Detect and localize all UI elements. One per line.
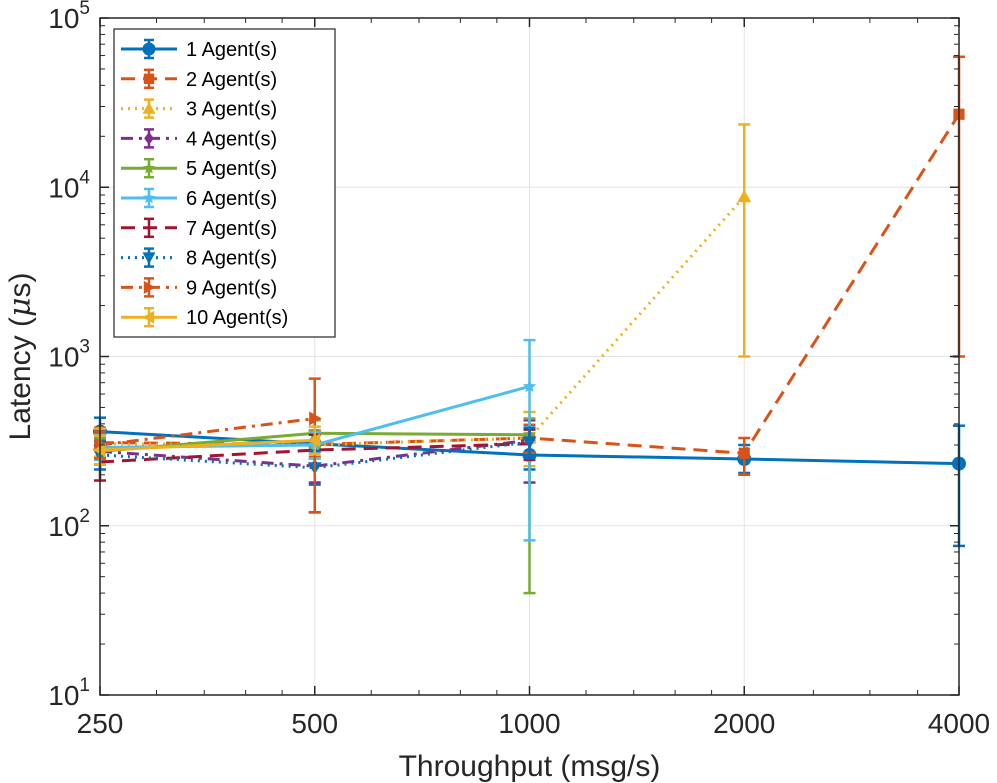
legend-label: 7 Agent(s) [186, 218, 277, 240]
legend-entry: 9 Agent(s) [121, 277, 277, 299]
data-point-marker [307, 433, 321, 448]
y-axis-label: Latency (μs) [3, 273, 38, 441]
legend-entry: 3 Agent(s) [121, 98, 277, 121]
y-tick-label: 102 [48, 506, 90, 542]
series-line [99, 438, 315, 452]
legend-label: 9 Agent(s) [186, 277, 277, 299]
legend-entry: 6 Agent(s) [121, 187, 277, 210]
legend-label: 8 Agent(s) [186, 248, 277, 270]
data-point-marker [142, 102, 156, 114]
legend: 1 Agent(s) 2 Agent(s) 3 Agent(s) 4 Agent(s)… [113, 28, 336, 338]
data-point-marker [737, 189, 752, 203]
y-axis-label-tail: s) [4, 273, 37, 298]
y-tick-exponent: 2 [79, 506, 90, 527]
y-tick-label: 101 [48, 675, 90, 711]
y-axis-label-main: Latency ( [4, 317, 37, 440]
x-axis-label: Throughput (msg/s) [399, 750, 661, 783]
data-point-marker [142, 252, 156, 265]
data-point-marker [144, 131, 154, 145]
x-tick-label: 2000 [713, 708, 775, 739]
legend-label: 6 Agent(s) [186, 188, 277, 210]
y-tick-label: 105 [48, 0, 90, 34]
data-point-marker [142, 310, 155, 324]
legend-entry: 1 Agent(s) [121, 38, 277, 61]
legend-label: 3 Agent(s) [186, 99, 277, 121]
y-tick-label: 103 [48, 337, 90, 373]
y-tick-base: 10 [48, 511, 79, 542]
data-point-marker [522, 379, 537, 393]
legend-entry: 7 Agent(s) [121, 217, 277, 240]
legend-entry: 4 Agent(s) [121, 128, 277, 150]
data-point-marker [142, 191, 156, 204]
data-point-marker [142, 161, 156, 174]
data-point-marker [309, 411, 322, 426]
legend-label: 5 Agent(s) [186, 158, 277, 180]
legend-entry: 10 Agent(s) [121, 306, 288, 329]
data-point-marker [143, 73, 155, 84]
y-tick-exponent: 4 [79, 167, 90, 188]
y-tick-base: 10 [48, 3, 79, 34]
data-point-marker [143, 280, 156, 294]
y-tick-exponent: 1 [79, 675, 90, 696]
y-tick-base: 10 [48, 680, 79, 711]
error-bar [738, 123, 751, 358]
y-axis-label-mu: μ [3, 298, 38, 318]
series-line [99, 417, 315, 447]
x-tick-label: 1000 [498, 708, 560, 739]
y-tick-base: 10 [48, 342, 79, 373]
y-tick-base: 10 [48, 172, 79, 203]
y-tick-exponent: 5 [79, 0, 90, 19]
y-tick-exponent: 3 [79, 337, 90, 358]
legend-label: 4 Agent(s) [186, 128, 277, 150]
legend-entry: 8 Agent(s) [121, 247, 277, 270]
data-point-marker [522, 436, 537, 450]
series-line [99, 440, 530, 470]
x-tick-label: 250 [77, 708, 124, 739]
legend-entry: 5 Agent(s) [121, 157, 277, 180]
legend-label: 10 Agent(s) [186, 307, 288, 329]
x-tick-label: 4000 [928, 708, 990, 739]
series-line [99, 438, 530, 468]
series-line [99, 195, 746, 447]
x-tick-label: 500 [291, 708, 338, 739]
legend-label: 2 Agent(s) [186, 69, 277, 91]
y-tick-label: 104 [48, 167, 90, 203]
data-point-marker [142, 42, 156, 56]
legend-label: 1 Agent(s) [186, 39, 277, 61]
legend-entry: 2 Agent(s) [121, 68, 277, 91]
data-point-marker [738, 447, 750, 459]
